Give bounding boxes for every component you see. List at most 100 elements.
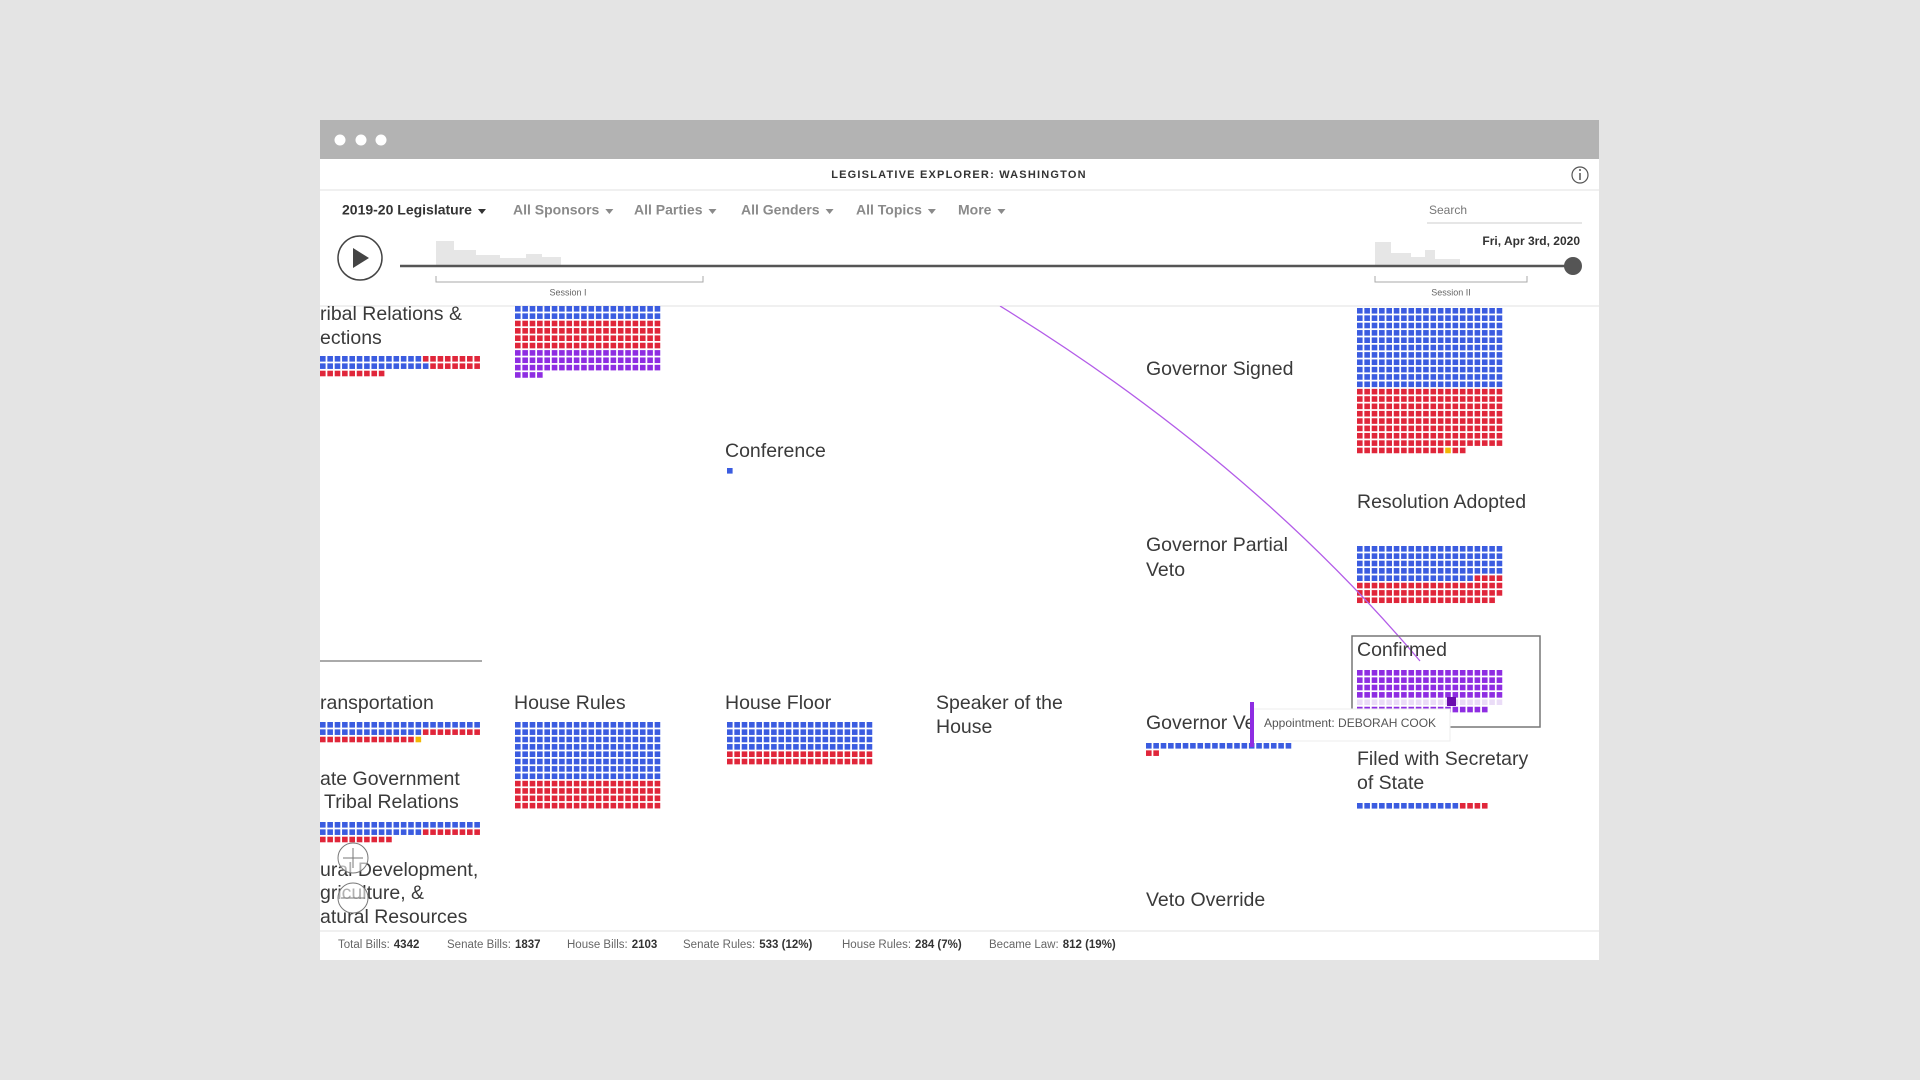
bill-dot (1401, 590, 1407, 596)
sponsor-dropdown[interactable]: All Sponsors (513, 202, 600, 218)
bill-dot (378, 722, 385, 728)
bill-dot (647, 758, 653, 765)
bill-dot (595, 364, 602, 371)
bill-dot (866, 751, 873, 757)
bill-dot (595, 342, 602, 349)
zoom-out[interactable] (337, 882, 369, 914)
party-dropdown[interactable]: All Parties (634, 202, 703, 218)
bill-dot (610, 313, 617, 319)
bill-dot (1401, 337, 1407, 343)
topic-dropdown[interactable]: All Topics (856, 202, 922, 218)
bill-dot (1474, 366, 1481, 373)
bill-dot (356, 736, 363, 743)
bill-dot (515, 780, 521, 787)
bill-dot (793, 751, 799, 757)
bill-dot (566, 766, 573, 772)
info-button[interactable] (1571, 166, 1589, 184)
bill-dot (610, 320, 617, 327)
bill-dot (1496, 582, 1503, 589)
bill-dot (581, 342, 587, 349)
stat-label: Senate Bills: (447, 939, 511, 951)
bill-dot (1489, 388, 1495, 395)
bill-dot (1423, 803, 1429, 809)
bill-dot (559, 328, 565, 334)
search-input[interactable]: Search (1429, 203, 1467, 217)
bill-dot (1496, 337, 1503, 343)
stage-label: Governor Partial (1146, 534, 1288, 556)
legislature-dropdown[interactable]: 2019-20 Legislature (342, 202, 472, 218)
bill-dot (1459, 432, 1466, 439)
bill-dot (1357, 396, 1363, 402)
bill-dot (444, 829, 451, 835)
bill-dot (1474, 568, 1481, 574)
bill-dot (1459, 388, 1466, 395)
bill-dot (1364, 359, 1370, 366)
more-dropdown[interactable]: More (958, 202, 992, 218)
bill-dot (1474, 396, 1481, 402)
bill-dot (610, 773, 617, 780)
bill-dot (559, 342, 565, 349)
bill-dot (437, 822, 444, 828)
bill-dot (1226, 743, 1233, 749)
bill-dot (1467, 396, 1473, 402)
bill-dot (1401, 366, 1407, 373)
bill-dot (1408, 366, 1415, 373)
bill-dot (1445, 337, 1451, 343)
bill-dot (1459, 374, 1466, 380)
bill-dot (515, 306, 521, 312)
bill-dot (632, 722, 639, 728)
bill-dot (559, 751, 565, 757)
bill-dot (1393, 553, 1400, 559)
bill-dot (1459, 684, 1466, 691)
bill-dot (544, 729, 550, 735)
bill-dot (1393, 677, 1400, 683)
bill-dot (1452, 684, 1459, 691)
zoom-in[interactable] (337, 842, 369, 874)
timeline-handle[interactable] (1564, 257, 1582, 275)
bill-dot (632, 788, 639, 794)
stage-label: of State (1357, 772, 1424, 794)
bill-dot (1393, 366, 1400, 373)
bill-dot (859, 744, 865, 750)
bill-dot (807, 736, 814, 743)
bill-dot (1371, 803, 1378, 809)
bill-dot (378, 829, 385, 835)
bill-dot (320, 729, 326, 735)
bill-dot (1408, 352, 1415, 358)
bill-dot (749, 722, 755, 728)
play-button[interactable] (337, 235, 383, 281)
gender-dropdown[interactable]: All Genders (741, 202, 820, 218)
bill-dot (1481, 337, 1488, 343)
bill-dot (1489, 699, 1495, 705)
bill-dot (1467, 590, 1473, 596)
bill-dot (1430, 425, 1437, 432)
bill-dot (334, 736, 341, 743)
bill-dot (551, 802, 558, 809)
bill-dot (1357, 677, 1363, 683)
bill-dot (1408, 699, 1415, 705)
bill-dot (866, 758, 873, 765)
bill-dot (588, 766, 595, 772)
bill-dot (1379, 447, 1385, 454)
bill-dot (1467, 322, 1473, 329)
selected-bill[interactable] (1447, 697, 1456, 706)
bill-dot (537, 802, 543, 809)
bill-dot (595, 313, 602, 319)
bill-dot (1474, 553, 1481, 559)
bill-dot (654, 335, 661, 341)
bill-dot (1408, 344, 1415, 351)
bill-dot (1452, 553, 1459, 559)
bill-dot (603, 773, 609, 780)
bill-dot (1423, 374, 1429, 380)
bill-dot (617, 350, 624, 356)
bill-dot (1415, 590, 1422, 596)
bill-dot (1364, 308, 1370, 314)
bill-dot (1430, 677, 1437, 683)
bill-dot (1415, 447, 1422, 454)
bill-dot (1467, 315, 1473, 321)
bill-dot (741, 751, 748, 757)
bill-dot (1408, 597, 1415, 604)
bill-dot (1386, 699, 1392, 705)
bill-dot (522, 795, 528, 802)
